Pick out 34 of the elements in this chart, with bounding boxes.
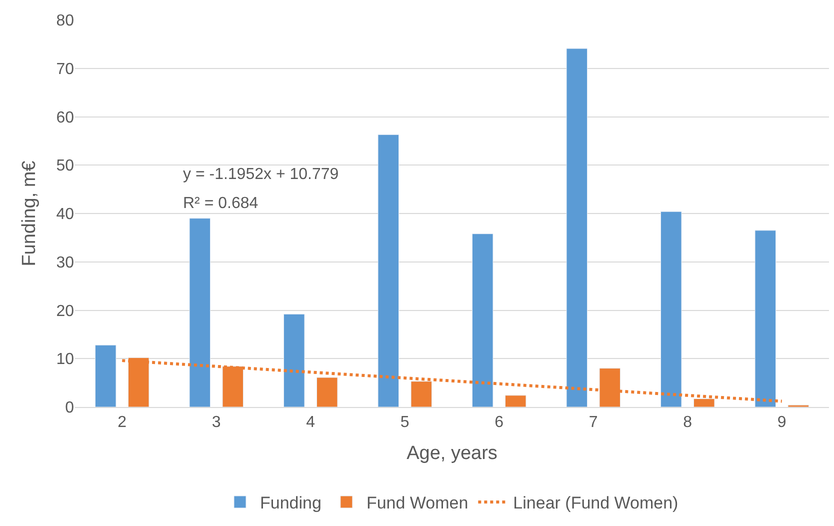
y-tick-label: 40 [56, 206, 74, 224]
bar [660, 211, 682, 407]
y-tick-label: 80 [56, 12, 74, 30]
y-tick-label: 20 [56, 302, 74, 320]
x-tick-label: 8 [683, 414, 692, 432]
legend-label: Funding [260, 494, 322, 513]
x-axis-title: Age, years [406, 443, 498, 464]
bar [378, 134, 399, 407]
bar [566, 48, 588, 407]
annotation: y = -1.1952x + 10.779 [183, 166, 339, 183]
y-tick-label: 60 [56, 109, 74, 126]
y-tick-label: 30 [56, 254, 74, 272]
x-tick-label: 5 [400, 414, 410, 432]
x-tick-label: 9 [777, 414, 786, 432]
line-series [120, 359, 784, 403]
y-tick-label: 10 [56, 351, 74, 368]
y-axis-title: Funding, m€ [19, 160, 40, 266]
y-tick-label: 0 [65, 400, 74, 417]
bar [505, 395, 526, 407]
bar [95, 344, 116, 407]
x-tick-label: 2 [118, 414, 127, 432]
bar [754, 230, 776, 407]
x-tick-label: 4 [306, 414, 316, 432]
y-tick-label: 70 [56, 60, 74, 78]
annotation: R² = 0.684 [183, 195, 258, 212]
legend-label: Fund Women [366, 494, 468, 513]
bar [472, 234, 494, 407]
bar [284, 314, 305, 407]
x-tick-label: 6 [494, 414, 504, 432]
y-tick-label: 50 [56, 158, 74, 175]
legend-label: Linear (Fund Women) [513, 494, 678, 513]
bar [189, 218, 210, 407]
x-tick-label: 7 [588, 414, 598, 432]
x-tick-label: 3 [212, 414, 221, 432]
